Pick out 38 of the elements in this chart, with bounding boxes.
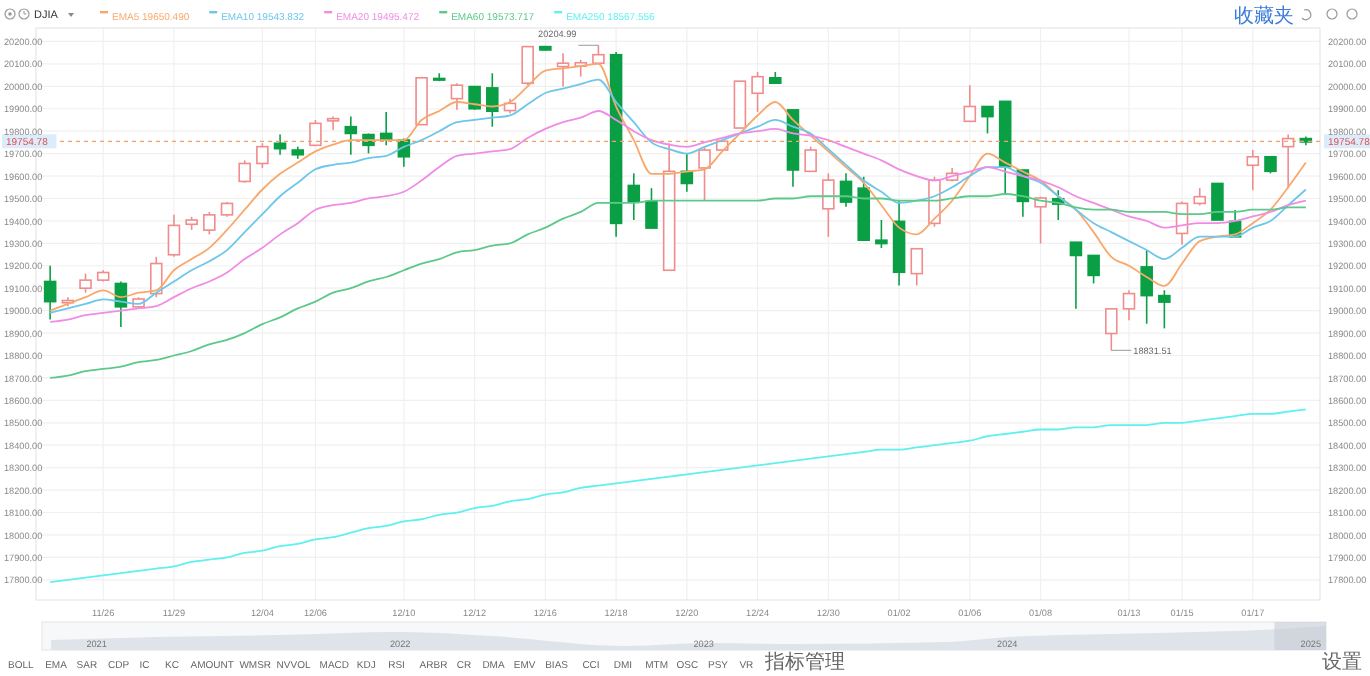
candlestick bbox=[875, 219, 888, 249]
candlestick bbox=[1105, 308, 1118, 352]
candlestick bbox=[698, 145, 711, 201]
line-series bbox=[49, 110, 1307, 323]
line-series bbox=[49, 408, 1307, 583]
candlestick bbox=[1069, 241, 1083, 310]
candlestick bbox=[486, 72, 499, 128]
candlestick bbox=[751, 71, 764, 113]
candlestick bbox=[981, 105, 994, 135]
candlestick bbox=[43, 264, 57, 321]
candlestick bbox=[1140, 249, 1153, 325]
candlestick bbox=[256, 142, 269, 169]
candlestick bbox=[556, 52, 570, 88]
candlestick bbox=[521, 45, 534, 86]
candlestick bbox=[203, 211, 216, 236]
candlestick bbox=[149, 256, 163, 298]
candlestick bbox=[963, 84, 977, 123]
candlestick bbox=[1158, 289, 1171, 330]
candlestick bbox=[910, 247, 924, 287]
candlestick bbox=[1246, 149, 1260, 191]
candlestick bbox=[167, 214, 181, 258]
candlestick bbox=[1122, 289, 1136, 322]
candlestick bbox=[822, 172, 835, 238]
chart-subtitle: 收藏夹 bbox=[1234, 4, 1294, 28]
text: 指标管理 bbox=[763, 650, 845, 674]
candlestick bbox=[645, 187, 658, 229]
candlestick bbox=[309, 119, 322, 147]
candlestick bbox=[1087, 254, 1100, 285]
candlestick bbox=[733, 80, 747, 129]
candlestick bbox=[79, 272, 92, 294]
candlestick bbox=[344, 115, 358, 156]
candlestick bbox=[1211, 182, 1224, 221]
candlestick bbox=[273, 133, 287, 156]
candlestick bbox=[627, 172, 641, 221]
candlestick bbox=[238, 159, 251, 184]
candlestick bbox=[450, 82, 464, 111]
candlestick bbox=[804, 145, 817, 173]
text: 设置 bbox=[1322, 650, 1362, 674]
